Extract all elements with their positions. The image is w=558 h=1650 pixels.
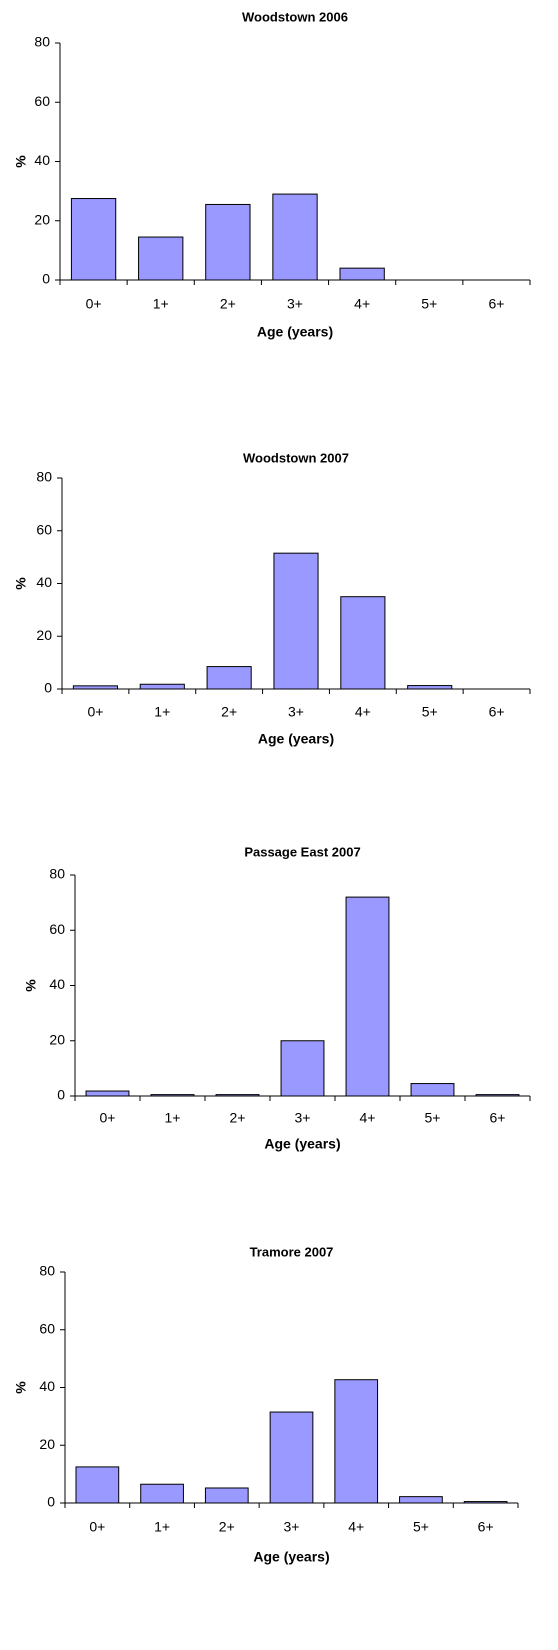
x-tick-label: 1+ [153, 296, 169, 312]
bar [72, 685, 118, 690]
x-tick-label: 4+ [348, 1519, 364, 1535]
x-tick-label: 1+ [154, 1519, 170, 1535]
bar [340, 596, 386, 690]
x-tick-label: 0+ [100, 1110, 116, 1126]
bar [407, 685, 453, 690]
x-tick-label: 6+ [490, 1110, 506, 1126]
y-tick-label: 0 [57, 1087, 65, 1103]
x-tick-label: 5+ [425, 1110, 441, 1126]
y-tick-label: 40 [39, 1378, 55, 1394]
bar [204, 1487, 249, 1504]
bar [206, 666, 252, 690]
y-tick-label: 60 [49, 921, 65, 937]
x-tick-label: 0+ [86, 296, 102, 312]
x-tick-label: 4+ [355, 704, 371, 720]
y-tick-label: 0 [44, 680, 52, 696]
y-tick-label: 20 [36, 627, 52, 643]
y-tick-label: 80 [39, 1263, 55, 1279]
x-axis-label: Age (years) [264, 1136, 340, 1152]
y-axis-label: % [13, 577, 29, 590]
x-tick-label: 3+ [288, 704, 304, 720]
x-tick-label: 0+ [89, 1519, 105, 1535]
bar [75, 1466, 120, 1504]
chart-title: Woodstown 2006 [242, 9, 348, 24]
x-axis-label: Age (years) [258, 731, 334, 747]
x-tick-label: 6+ [489, 704, 505, 720]
y-tick-label: 40 [36, 574, 52, 590]
x-tick-label: 1+ [165, 1110, 181, 1126]
bar [139, 683, 185, 690]
y-axis-label: % [23, 979, 39, 992]
bar [205, 203, 251, 281]
bar [399, 1496, 443, 1504]
y-tick-label: 80 [36, 469, 52, 485]
x-tick-label: 1+ [154, 704, 170, 720]
y-tick-label: 20 [49, 1031, 65, 1047]
bar [215, 1094, 260, 1097]
bar [85, 1090, 130, 1097]
x-tick-label: 4+ [360, 1110, 376, 1126]
bar [280, 1040, 325, 1097]
y-tick-label: 60 [39, 1320, 55, 1336]
y-tick-label: 80 [34, 34, 50, 50]
y-tick-label: 40 [34, 152, 50, 168]
bar [334, 1379, 379, 1504]
x-tick-label: 5+ [422, 704, 438, 720]
x-tick-label: 3+ [284, 1519, 300, 1535]
x-axis-label: Age (years) [257, 324, 333, 340]
y-tick-label: 40 [49, 976, 65, 992]
bar [345, 896, 390, 1097]
bar [272, 193, 318, 281]
chart-title: Woodstown 2007 [243, 450, 349, 465]
x-tick-label: 2+ [230, 1110, 246, 1126]
x-tick-label: 2+ [220, 296, 236, 312]
y-tick-label: 60 [36, 521, 52, 537]
y-tick-label: 20 [34, 211, 50, 227]
bar [70, 198, 117, 281]
y-tick-label: 0 [47, 1494, 55, 1510]
x-tick-label: 2+ [219, 1519, 235, 1535]
x-tick-label: 5+ [421, 296, 437, 312]
x-tick-label: 4+ [354, 296, 370, 312]
bar [138, 236, 184, 281]
bar [475, 1094, 520, 1097]
bar [410, 1083, 455, 1097]
bar [339, 267, 385, 281]
x-tick-label: 2+ [221, 704, 237, 720]
y-tick-label: 80 [49, 866, 65, 882]
x-tick-label: 6+ [488, 296, 504, 312]
chart-title: Passage East 2007 [244, 844, 360, 859]
x-axis-label: Age (years) [253, 1549, 329, 1565]
bar [463, 1501, 508, 1504]
bar [140, 1483, 184, 1504]
x-tick-label: 0+ [87, 704, 103, 720]
chart-title: Tramore 2007 [250, 1244, 334, 1259]
x-tick-label: 6+ [478, 1519, 494, 1535]
x-tick-label: 3+ [295, 1110, 311, 1126]
bar [269, 1411, 314, 1504]
y-axis-label: % [13, 155, 29, 168]
bar [150, 1094, 195, 1097]
y-tick-label: 0 [42, 271, 50, 287]
x-tick-label: 5+ [413, 1519, 429, 1535]
y-tick-label: 20 [39, 1436, 55, 1452]
y-tick-label: 60 [34, 93, 50, 109]
x-tick-label: 3+ [287, 296, 303, 312]
bar [273, 552, 319, 690]
y-axis-label: % [13, 1381, 29, 1394]
